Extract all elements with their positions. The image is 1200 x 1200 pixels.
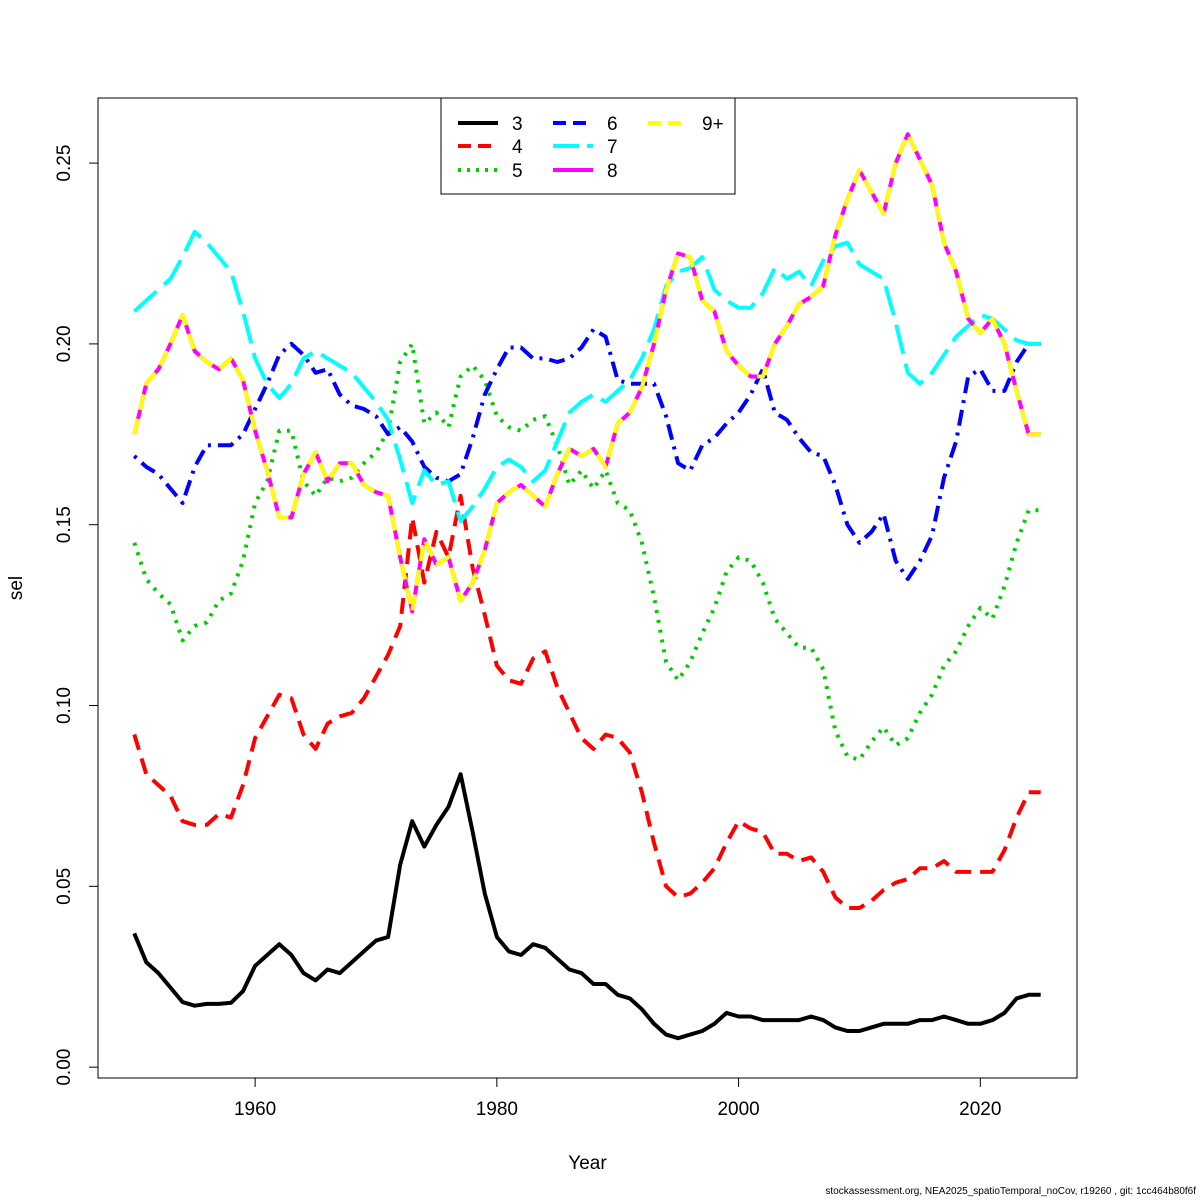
x-axis-label: Year <box>568 1153 607 1174</box>
y-axis-label: sel <box>6 576 27 600</box>
series-layer <box>132 132 1041 1041</box>
legend: 34 5 67 8 9+ <box>440 97 736 195</box>
y-tick-label: 0.10 <box>54 687 75 724</box>
y-tick-label: 0.25 <box>54 145 75 182</box>
legend-label-9plus: 9+ <box>702 114 724 135</box>
y-tick-label: 0.15 <box>54 506 75 543</box>
series-line-7 <box>132 229 1041 524</box>
y-tick-label: 0.20 <box>54 325 75 362</box>
x-tick-label: 1980 <box>476 1099 518 1120</box>
x-tick-label: 2020 <box>959 1099 1001 1120</box>
series-line-4 <box>132 493 1041 910</box>
legend-label-3: 3 <box>512 114 523 135</box>
legend-label-4: 4 <box>512 137 523 158</box>
series-line-6 <box>132 327 1041 581</box>
legend-label-6: 6 <box>607 114 618 135</box>
series-line-5 <box>132 341 1041 762</box>
y-tick-label: 0.00 <box>54 1049 75 1086</box>
series-line-8 <box>132 132 1041 614</box>
x-tick-label: 2000 <box>717 1099 759 1120</box>
x-tick-label: 1960 <box>234 1099 276 1120</box>
footer-credit: stockassessment.org, NEA2025_spatioTempo… <box>825 1186 1196 1197</box>
legend-label-5: 5 <box>512 161 523 182</box>
legend-label-8: 8 <box>607 161 618 182</box>
axes-layer: 1960 1980 2000 2020 0.00 0.05 0.10 0.15 0.20 0.25 <box>54 145 1001 1120</box>
series-line-9plus <box>132 132 1041 614</box>
y-tick-label: 0.05 <box>54 868 75 905</box>
plot-frame <box>97 97 1078 1079</box>
legend-label-7: 7 <box>607 137 618 158</box>
series-line-3 <box>132 772 1041 1041</box>
